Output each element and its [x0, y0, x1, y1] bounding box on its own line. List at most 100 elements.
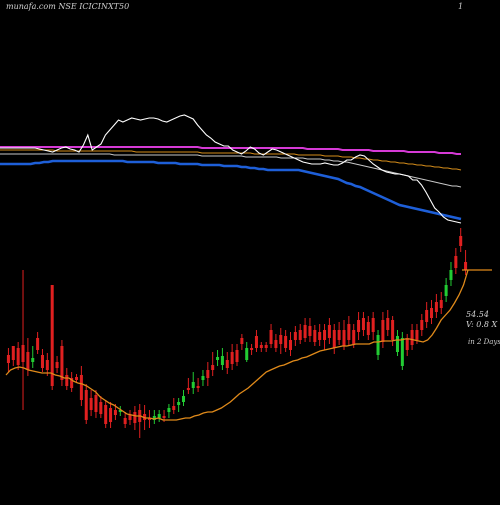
candle-body	[94, 395, 98, 412]
candle-body	[391, 320, 395, 340]
candle-body	[45, 360, 49, 370]
days-label: in 2 Days	[468, 338, 500, 346]
candle-body	[55, 362, 59, 368]
candle-body	[454, 256, 458, 268]
candle-body	[70, 378, 74, 388]
candle-body	[181, 396, 186, 402]
candle-body	[118, 410, 122, 412]
candle-body	[376, 335, 380, 355]
series-oscillator	[0, 114, 462, 224]
candle-body	[206, 370, 210, 378]
candle-body	[415, 330, 419, 340]
candle-body	[201, 376, 205, 380]
trend-line	[5, 269, 469, 421]
candle-body	[293, 332, 297, 340]
candle-body	[439, 300, 443, 308]
candle-body	[459, 236, 463, 246]
candle-body	[430, 308, 434, 318]
candle-body	[444, 285, 448, 296]
candle-body	[332, 330, 336, 348]
candle-body	[191, 382, 195, 388]
bottom-panel	[5, 228, 492, 438]
candle-body	[254, 336, 258, 348]
candle-body	[162, 416, 166, 418]
candle-body	[26, 352, 30, 370]
candle-body	[230, 352, 234, 364]
candle-body	[269, 330, 273, 344]
candle-body	[400, 338, 404, 366]
candle-body	[104, 405, 108, 424]
candle-body	[147, 418, 151, 420]
candle-body	[342, 330, 346, 346]
candle-body	[216, 357, 220, 360]
candle-body	[21, 345, 25, 362]
candle-body	[11, 346, 15, 360]
candle-body	[298, 330, 302, 340]
candle-body	[123, 418, 127, 424]
candle-body	[313, 330, 317, 342]
header-left-text: munafa.com NSE ICICINXT50	[6, 2, 129, 11]
candle-body	[352, 330, 356, 344]
candle-body	[133, 412, 137, 423]
top-panel	[0, 114, 462, 224]
header-right-text: 1	[458, 2, 463, 11]
candle-body	[386, 318, 390, 330]
candle-body	[79, 375, 83, 400]
candle-body	[157, 414, 161, 418]
candle-body	[357, 320, 361, 332]
candle-body	[36, 338, 40, 350]
volume-label: V: 0.8 X	[466, 320, 497, 329]
candle-body	[172, 406, 176, 410]
candle-body	[40, 355, 44, 368]
candle-body	[99, 402, 103, 414]
candle-body	[84, 390, 88, 420]
candle-body	[75, 377, 79, 380]
candle-body	[50, 285, 54, 386]
candle-body	[6, 355, 10, 363]
candle-body	[250, 348, 254, 350]
candle-body	[381, 320, 385, 342]
candle-body	[288, 340, 293, 350]
candle-body	[425, 310, 429, 322]
candle-body	[361, 318, 365, 330]
candle-body	[366, 322, 370, 335]
candle-body	[109, 408, 113, 422]
candle-body	[434, 302, 438, 312]
price-label: 54.54	[466, 310, 489, 319]
candle-body	[89, 398, 93, 410]
candle-body	[274, 340, 278, 348]
candle-body	[464, 262, 468, 270]
candle-body	[337, 330, 341, 340]
candle-body	[167, 408, 171, 412]
candle-body	[196, 386, 200, 388]
candle-body	[371, 318, 375, 332]
candle-body	[113, 410, 117, 415]
candle-body	[264, 345, 268, 348]
candle-body	[220, 356, 224, 365]
candle-body	[186, 388, 190, 390]
candle-body	[405, 338, 409, 350]
candle-body	[128, 415, 132, 420]
candle-body	[284, 336, 288, 348]
candle-body	[308, 326, 312, 336]
series-thick-ma	[0, 159, 462, 221]
candle-body	[327, 325, 331, 338]
candle-body	[177, 402, 181, 405]
candle-body	[259, 345, 263, 348]
candle-body	[347, 324, 351, 340]
candle-body	[60, 346, 64, 380]
candle-body	[240, 338, 244, 344]
candle-body	[323, 330, 327, 340]
candle-body	[152, 416, 156, 420]
candle-body	[16, 348, 20, 365]
candle-body	[65, 375, 69, 386]
candle-body	[245, 348, 249, 360]
candle-body	[143, 414, 147, 420]
candle-body	[279, 335, 283, 344]
candle-body	[225, 360, 229, 368]
candle-body	[235, 350, 239, 362]
candle-body	[449, 270, 453, 280]
